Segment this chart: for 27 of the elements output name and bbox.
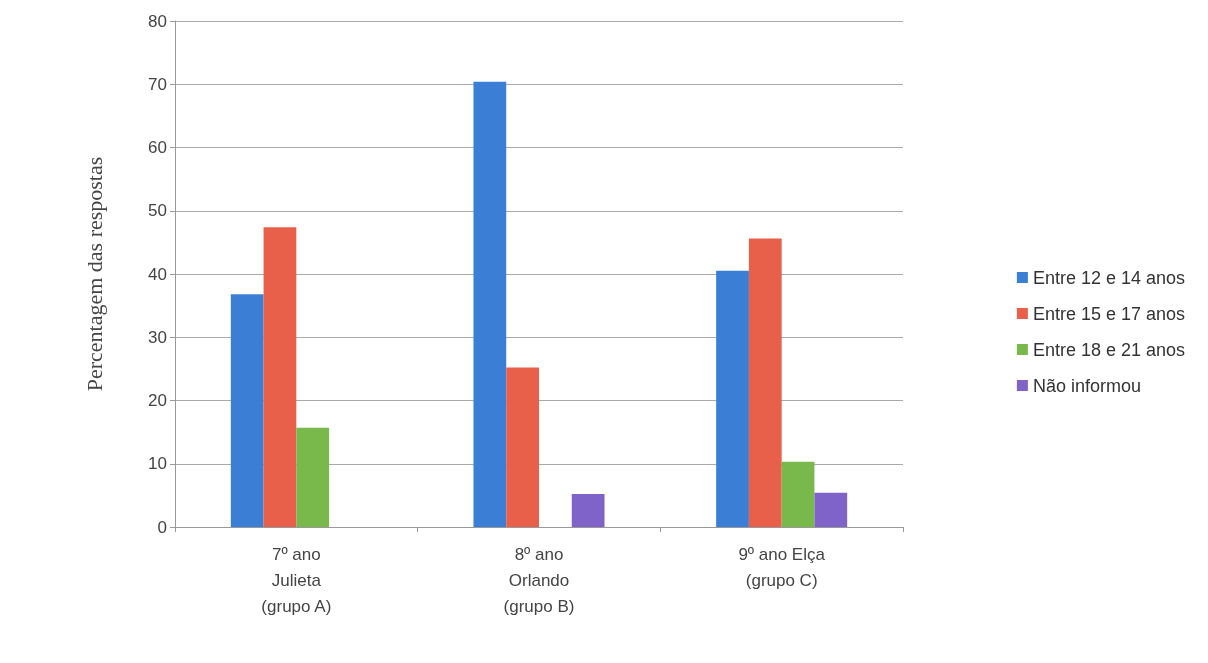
bar [716,270,749,527]
bar [506,367,539,527]
y-tick-label: 50 [148,201,167,221]
y-axis-title: Percentagem das respostas [81,156,107,392]
legend-label: Entre 15 e 17 anos [1032,303,1186,324]
bar [571,494,605,527]
x-tick-label: 8º ano Orlando (grupo B) [503,544,575,616]
legend-label: Entre 12 e 14 anos [1032,267,1186,288]
y-tick-label: 60 [148,138,167,157]
y-tick-label: 10 [148,454,167,474]
bar [230,294,264,527]
x-tick-label: 7º ano Julieta (grupo A) [261,544,332,616]
y-tick-label: 80 [148,11,167,31]
y-tick-label: 40 [148,264,167,284]
legend-label: Não informou [1032,375,1141,396]
y-tick-label: 20 [148,391,167,410]
y-tick-label: 0 [157,517,167,537]
bar [473,81,507,527]
bar [263,227,297,527]
bar [814,492,848,527]
bar [748,238,782,527]
y-tick-label: 30 [148,327,167,347]
bar [296,427,330,527]
y-tick-label: 70 [148,74,167,94]
bar [781,461,815,527]
x-tick-label: 9º ano Elça (grupo C) [738,544,826,590]
legend-label: Entre 18 e 21 anos [1032,339,1186,360]
